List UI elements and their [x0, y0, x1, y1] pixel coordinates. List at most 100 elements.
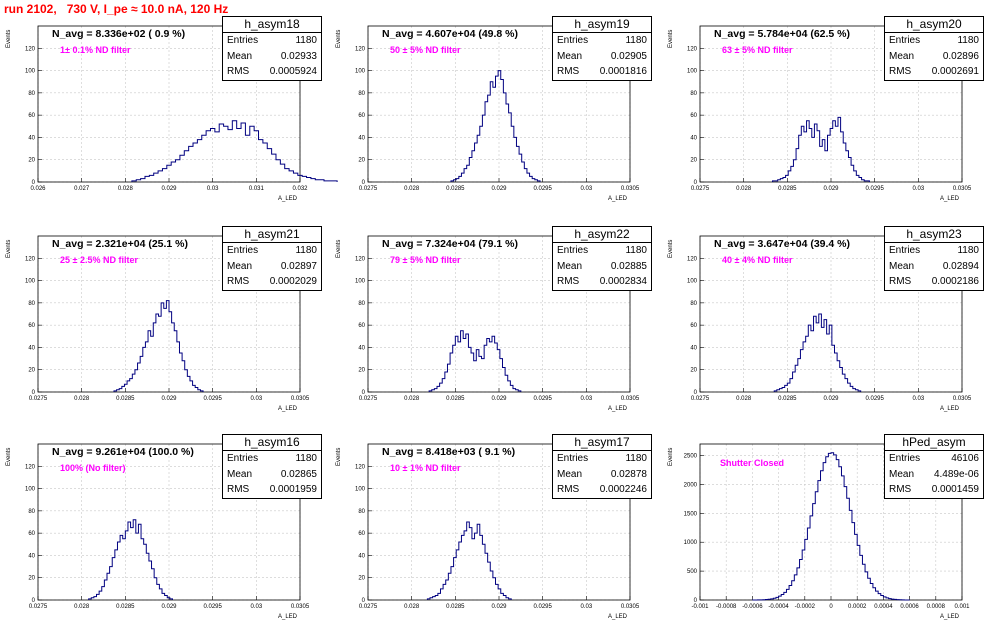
histogram-bin — [259, 140, 263, 182]
histogram-bin — [489, 342, 492, 392]
filter-label: 40 ± 4% ND filter — [722, 255, 792, 265]
histogram-bin — [836, 460, 839, 600]
y-axis-label: Events — [6, 30, 12, 48]
histogram-bin — [141, 539, 144, 600]
stats-key: Mean — [227, 49, 252, 65]
x-tick-label: 0.0305 — [621, 604, 640, 610]
histogram-bin — [487, 339, 490, 392]
histogram-bins — [772, 117, 869, 182]
x-tick-label: 0.03 — [580, 186, 592, 192]
histogram-bin — [224, 126, 228, 182]
stats-value: 0.0001459 — [932, 482, 979, 498]
histogram-bin — [159, 316, 162, 392]
stats-value: 1180 — [295, 243, 317, 259]
y-tick-label: 20 — [358, 158, 365, 164]
histogram-bin — [844, 487, 847, 600]
y-tick-label: 120 — [25, 464, 36, 470]
n-avg-label: N_avg = 9.261e+04 (100.0 %) — [52, 446, 194, 458]
x-tick-label: 0.0285 — [116, 604, 135, 610]
histogram-bin — [117, 542, 120, 600]
y-tick-label: 120 — [355, 464, 366, 470]
y-tick-label: 100 — [25, 487, 36, 493]
histogram-bin — [154, 173, 158, 182]
y-tick-label: 80 — [358, 301, 365, 307]
histogram-outline — [89, 520, 173, 600]
histogram-bin — [311, 179, 315, 182]
histogram-outline — [451, 71, 540, 182]
histogram-bin — [830, 129, 833, 182]
histogram-bin — [197, 140, 201, 182]
histogram-bin — [219, 124, 223, 182]
y-tick-label: 100 — [687, 69, 698, 75]
x-tick-label: 0.028 — [74, 396, 90, 402]
filter-label: 25 ± 2.5% ND filter — [60, 255, 138, 265]
stats-key: Entries — [227, 451, 258, 467]
histogram-bin — [120, 535, 123, 600]
histogram-bin — [823, 463, 826, 600]
stats-key: RMS — [557, 482, 579, 498]
y-tick-label: 20 — [28, 368, 35, 374]
x-tick-label: 0.0275 — [691, 396, 710, 402]
stats-value: 0.0001959 — [270, 482, 317, 498]
histogram-bin — [826, 457, 829, 600]
y-tick-label: 40 — [358, 135, 365, 141]
x-tick-label: 0.0305 — [291, 604, 310, 610]
filter-label: 50 ± 5% ND filter — [390, 45, 460, 55]
y-tick-label: 100 — [687, 279, 698, 285]
stats-key: RMS — [889, 64, 911, 80]
x-tick-label: 0.0004 — [874, 604, 893, 610]
x-tick-label: 0.028 — [736, 186, 752, 192]
histogram-bin — [145, 342, 148, 392]
stats-value: 0.02933 — [281, 49, 317, 65]
x-tick-label: 0.0305 — [621, 396, 640, 402]
histogram-bin — [171, 162, 175, 182]
y-tick-label: 20 — [28, 158, 35, 164]
x-tick-label: 0.0285 — [778, 186, 797, 192]
y-tick-label: 20 — [690, 368, 697, 374]
histogram-bins — [89, 520, 173, 600]
n-avg-label: N_avg = 3.647e+04 (39.4 %) — [714, 238, 850, 250]
histogram-bin — [820, 146, 823, 182]
y-tick-label: 60 — [28, 113, 35, 119]
stats-key: Entries — [889, 451, 920, 467]
stats-value: 0.0005924 — [270, 64, 317, 80]
y-tick-label: 60 — [690, 113, 697, 119]
x-tick-label: 0.0295 — [865, 396, 884, 402]
histogram-bin — [193, 143, 197, 182]
histogram-bins — [429, 331, 521, 392]
x-tick-label: 0.029 — [491, 186, 507, 192]
x-tick-label: 0.0285 — [778, 396, 797, 402]
histogram-bin — [276, 160, 280, 182]
stats-key: RMS — [557, 64, 579, 80]
x-axis-label: A_LED — [940, 196, 960, 202]
y-tick-label: 80 — [28, 509, 35, 515]
x-tick-label: 0.0285 — [116, 396, 135, 402]
histogram-bin — [479, 356, 482, 392]
x-axis-label: A_LED — [278, 614, 298, 620]
histogram-bin — [169, 312, 172, 392]
y-tick-label: 40 — [28, 135, 35, 141]
x-tick-label: 0.028 — [404, 604, 420, 610]
stats-value: 1180 — [295, 451, 317, 467]
stats-key: Mean — [227, 467, 252, 483]
histogram-bin — [285, 169, 289, 182]
filter-label: 79 ± 5% ND filter — [390, 255, 460, 265]
x-tick-label: 0.0305 — [953, 186, 972, 192]
histogram-bin — [206, 131, 210, 182]
y-tick-label: 40 — [358, 345, 365, 351]
histogram-bin — [293, 173, 297, 182]
x-axis-label: A_LED — [278, 196, 298, 202]
histogram-bin — [280, 164, 284, 182]
histogram-bin — [263, 143, 267, 182]
